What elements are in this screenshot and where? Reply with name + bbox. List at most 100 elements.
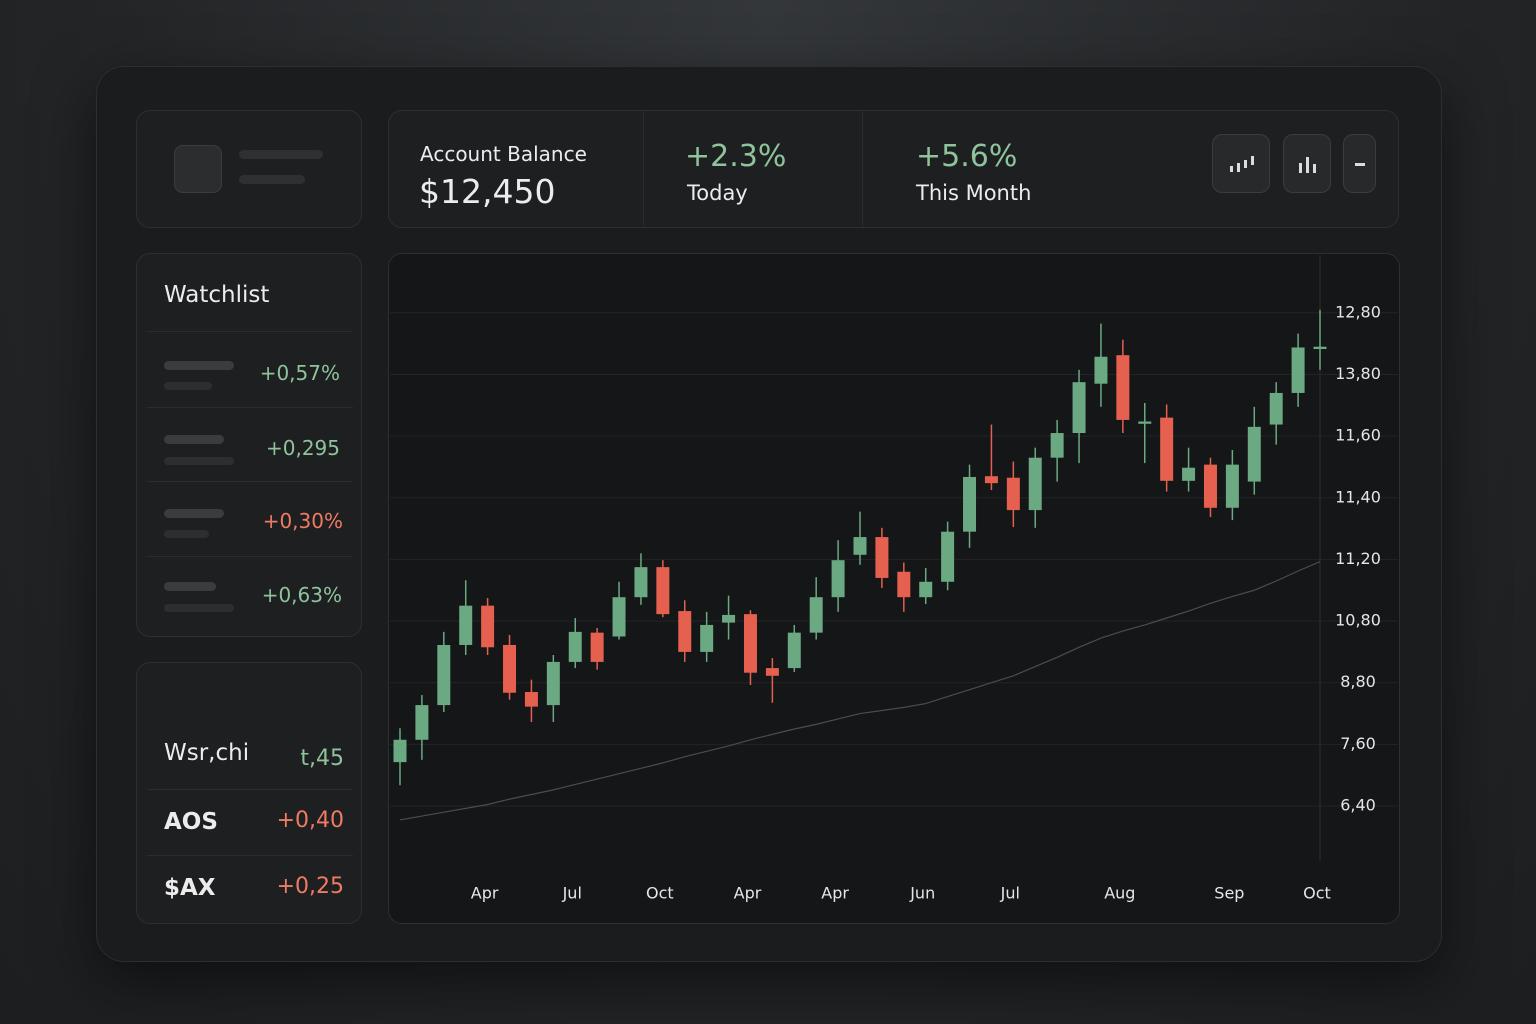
- candle-body: [1116, 355, 1130, 420]
- candle-body: [875, 537, 889, 578]
- chart-type-button[interactable]: [1212, 134, 1270, 193]
- placeholder: [164, 435, 224, 444]
- candle-body: [765, 668, 779, 676]
- candle-body: [415, 705, 429, 740]
- balance-value: $12,450: [419, 172, 556, 211]
- candle-body: [568, 631, 582, 662]
- divider: [643, 111, 644, 227]
- candle-body: [919, 581, 933, 598]
- watchlist-title: Watchlist: [164, 282, 270, 308]
- y-tick-label: 13,80: [1335, 364, 1381, 383]
- candle-body: [809, 597, 823, 633]
- watchlist-change: +0,63%: [261, 583, 342, 607]
- candle-body: [1072, 382, 1086, 434]
- x-tick-label: Aug: [1104, 884, 1135, 903]
- divider: [147, 855, 353, 856]
- candle-body: [590, 632, 604, 662]
- trend-line: [399, 561, 1321, 821]
- candle-body: [853, 537, 867, 555]
- candle-body: [743, 614, 757, 673]
- candle-body: [634, 567, 648, 598]
- ticker-change: t,45: [300, 746, 344, 771]
- candle-body: [1182, 467, 1196, 481]
- y-tick-label: 11,60: [1335, 426, 1381, 445]
- chart-panel: [388, 253, 1400, 924]
- candle-body: [722, 614, 736, 623]
- divider: [147, 789, 353, 790]
- y-tick-label: 8,80: [1340, 672, 1376, 691]
- candle-body: [546, 661, 560, 706]
- minimize-button[interactable]: [1343, 134, 1376, 193]
- icon: [1299, 157, 1316, 173]
- divider: [147, 481, 353, 482]
- placeholder: [164, 361, 234, 370]
- y-tick-label: 10,80: [1335, 611, 1381, 630]
- candle-body: [503, 644, 517, 693]
- candle-body: [481, 605, 495, 648]
- watchlist-change: +0,30%: [262, 509, 343, 533]
- candle-body: [656, 567, 670, 615]
- divider: [147, 331, 353, 332]
- x-tick-label: Oct: [1303, 884, 1331, 903]
- candle-body: [897, 571, 911, 598]
- ticker-name: $AX: [164, 875, 216, 901]
- candle-body: [1094, 356, 1108, 384]
- placeholder: [164, 582, 216, 591]
- stat-label: This Month: [916, 181, 1032, 205]
- candle-body: [1050, 433, 1064, 458]
- candle-body: [700, 624, 714, 652]
- candle-body: [1247, 426, 1261, 482]
- placeholder: [164, 457, 234, 465]
- stat-label: Today: [687, 181, 748, 205]
- candle-body: [1006, 477, 1020, 511]
- divider: [147, 556, 353, 557]
- ticker-name: AOS: [164, 809, 218, 835]
- x-tick-label: Jul: [1000, 884, 1020, 903]
- candle-body: [459, 605, 473, 645]
- logo-panel: [136, 110, 362, 228]
- logo: [174, 145, 222, 193]
- candle-body: [1313, 346, 1327, 350]
- x-tick-label: Jun: [909, 884, 935, 903]
- candle-body: [1138, 421, 1152, 424]
- candle-body: [787, 632, 801, 669]
- watchlist-panel: [136, 253, 362, 637]
- icon: [1230, 156, 1254, 172]
- placeholder: [164, 530, 209, 538]
- y-tick-label: 11,20: [1335, 549, 1381, 568]
- ticker-change: +0,25: [276, 874, 344, 899]
- candle-body: [1028, 457, 1042, 511]
- candle-body: [678, 611, 692, 652]
- watchlist-change: +0,57%: [259, 361, 340, 385]
- divider: [147, 407, 353, 408]
- x-tick-label: Apr: [821, 884, 849, 903]
- x-tick-label: Apr: [471, 884, 499, 903]
- candle-body: [963, 476, 977, 532]
- candle-body: [831, 560, 845, 598]
- candle-body: [437, 644, 451, 706]
- stat-value: +2.3%: [685, 139, 787, 174]
- balance-label: Account Balance: [420, 142, 587, 166]
- bar-chart-button[interactable]: [1283, 134, 1331, 193]
- placeholder: [164, 382, 212, 390]
- candle-body: [524, 691, 538, 707]
- y-tick-label: 7,60: [1340, 734, 1376, 753]
- y-tick-label: 12,80: [1335, 302, 1381, 321]
- candle-body: [393, 739, 407, 763]
- candle-body: [1225, 464, 1239, 508]
- y-tick-label: 11,40: [1335, 487, 1381, 506]
- candle-body: [984, 476, 998, 484]
- candle-body: [612, 597, 626, 637]
- x-tick-label: Jul: [562, 884, 582, 903]
- x-tick-label: Oct: [646, 884, 674, 903]
- candle-body: [1269, 392, 1283, 425]
- ticker-change: +0,40: [276, 808, 344, 833]
- candle-body: [1160, 417, 1174, 481]
- stat-value: +5.6%: [916, 139, 1018, 174]
- tickers-panel: [136, 662, 362, 924]
- y-tick-label: 6,40: [1340, 796, 1376, 815]
- candle-body: [941, 531, 955, 582]
- ticker-name: Wsr,chi: [164, 740, 250, 766]
